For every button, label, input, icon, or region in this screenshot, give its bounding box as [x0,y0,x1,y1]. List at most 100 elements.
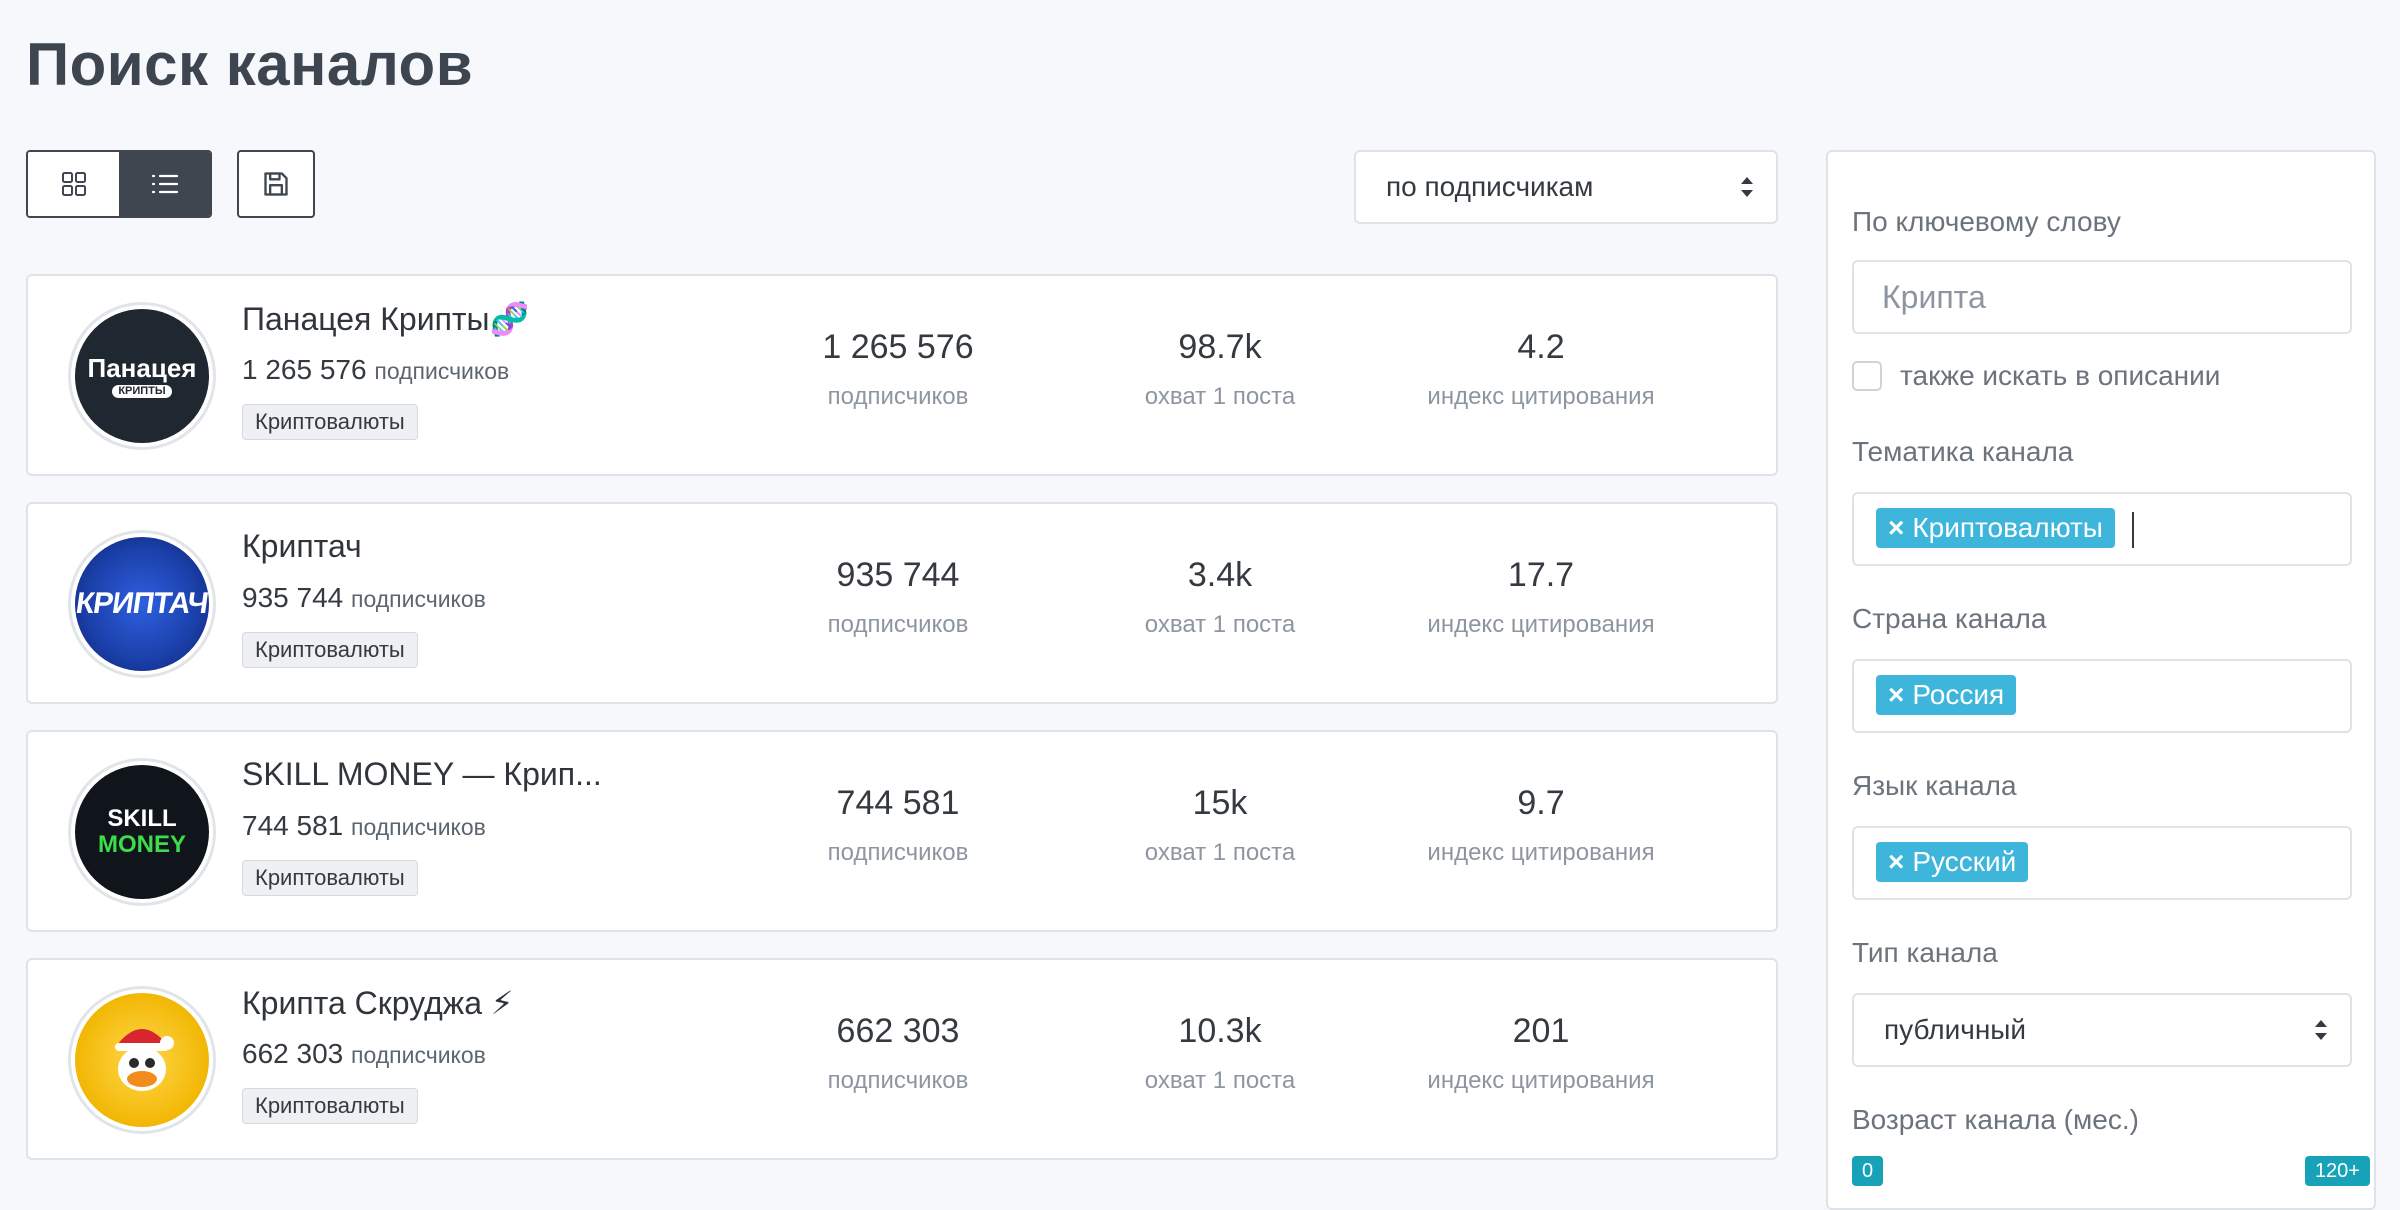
country-field[interactable]: × Россия [1852,659,2352,733]
channel-card[interactable]: SKILL MONEY SKILL MONEY — Крип... 744 58… [26,730,1778,932]
stat-label: индекс цитирования [1427,383,1655,410]
type-label: Тип канала [1852,937,1998,968]
save-search-button[interactable] [237,150,315,218]
stat-value: 3.4k [1187,556,1253,594]
avatar-logo-text: SKILL [107,805,177,832]
stat-value: 98.7k [1178,328,1262,366]
subscribers-unit: подписчиков [351,586,486,612]
keyword-input[interactable] [1854,262,2350,332]
stat-value: 15k [1192,784,1248,822]
stat-value: 662 303 [836,1012,960,1050]
grid-icon [61,172,86,196]
view-toggle [26,150,212,218]
stat-citation: 4.2 индекс цитирования [1391,328,1691,411]
avatar-disc: Панацея КРИПТЫ [75,309,209,443]
stat-value: 744 581 [836,784,960,822]
avatar-logo-text: Панацея [87,352,197,383]
channel-subscribers: 1 265 576 подписчиков [242,354,509,386]
channel-card[interactable]: КРИПТАЧ Криптач 935 744 подписчиков Крип… [26,502,1778,704]
stat-label: подписчиков [827,839,969,866]
type-select-value: публичный [1884,1014,2027,1045]
stat-value: 9.7 [1517,784,1565,822]
avatar-logo-text: КРИПТАЧ [74,587,211,620]
stat-citation: 201 индекс цитирования [1391,1012,1691,1095]
topic-tag-label: Криптовалюты [1912,512,2103,543]
category-badge[interactable]: Криптовалюты [242,632,418,668]
avatar-logo-subtext: КРИПТЫ [112,384,172,398]
stat-reach: 10.3k охват 1 поста [1070,1012,1370,1095]
subscribers-unit: подписчиков [351,814,486,840]
age-range-max-badge: 120+ [2304,1156,2370,1186]
stat-reach: 3.4k охват 1 поста [1070,556,1370,639]
channel-avatar: SKILL MONEY [68,758,216,906]
channel-avatar: Панацея КРИПТЫ [68,302,216,450]
save-icon [264,172,288,196]
avatar-disc [75,993,209,1127]
text-caret [2132,512,2134,548]
stat-label: подписчиков [827,383,969,410]
keyword-field [1852,260,2352,334]
stat-value: 1 265 576 [822,328,974,366]
stat-value: 935 744 [836,556,960,594]
stat-value: 201 [1512,1012,1570,1050]
stat-label: охват 1 поста [1144,839,1296,866]
language-field[interactable]: × Русский [1852,826,2352,900]
search-description-label[interactable]: также искать в описании [1900,360,2221,391]
channel-card[interactable]: Панацея КРИПТЫ Панацея Крипты🧬 1 265 576… [26,274,1778,476]
sort-arrows-icon [1741,177,1753,197]
stat-value: 10.3k [1178,1012,1262,1050]
subscribers-unit: подписчиков [374,358,510,384]
filter-panel: По ключевому слову также искать в описан… [1826,150,2376,1210]
category-badge[interactable]: Криптовалюты [242,404,418,440]
topic-label: Тематика канала [1852,436,2074,467]
stat-subscribers: 662 303 подписчиков [748,1012,1048,1095]
sort-select-value: по подписчикам [1386,171,1594,202]
list-view-button[interactable] [119,152,210,216]
stat-value: 17.7 [1507,556,1575,594]
stat-reach: 15k охват 1 поста [1070,784,1370,867]
remove-tag-icon[interactable]: × [1888,846,1905,877]
channel-avatar: КРИПТАЧ [68,530,216,678]
stat-subscribers: 744 581 подписчиков [748,784,1048,867]
country-tag: × Россия [1876,675,2017,715]
subscribers-count: 935 744 [242,582,344,613]
country-label: Страна канала [1852,603,2047,634]
sort-arrows-icon [2315,1020,2327,1040]
topic-field[interactable]: × Криптовалюты [1852,492,2352,566]
sort-select[interactable]: по подписчикам [1354,150,1778,224]
channel-avatar [68,986,216,1134]
stat-citation: 17.7 индекс цитирования [1391,556,1691,639]
avatar-logo-subtext: MONEY [97,831,186,858]
channel-name[interactable]: SKILL MONEY — Крип... [242,756,602,792]
channel-subscribers: 662 303 подписчиков [242,1038,486,1070]
stat-label: индекс цитирования [1427,611,1655,638]
remove-tag-icon[interactable]: × [1888,679,1905,710]
page-title: Поиск каналов [26,31,474,98]
type-select[interactable]: публичный [1852,993,2352,1067]
avatar-disc: SKILL MONEY [75,765,209,899]
stat-citation: 9.7 индекс цитирования [1391,784,1691,867]
language-label: Язык канала [1852,770,2017,801]
stat-reach: 98.7k охват 1 поста [1070,328,1370,411]
stat-subscribers: 935 744 подписчиков [748,556,1048,639]
category-badge[interactable]: Криптовалюты [242,860,418,896]
channel-name[interactable]: Панацея Крипты🧬 [242,301,530,337]
stat-label: подписчиков [827,1067,969,1094]
grid-view-button[interactable] [28,152,119,216]
avatar-disc: КРИПТАЧ [74,537,211,671]
subscribers-count: 662 303 [242,1038,344,1069]
remove-tag-icon[interactable]: × [1888,512,1905,543]
search-description-row: также искать в описании [1852,360,2220,392]
channel-name[interactable]: Криптач [242,528,362,564]
channel-card[interactable]: Крипта Скруджа ⚡ 662 303 подписчиков Кри… [26,958,1778,1160]
channel-subscribers: 744 581 подписчиков [242,810,486,842]
age-range-min-badge: 0 [1852,1156,1884,1186]
language-tag: × Русский [1876,842,2029,882]
search-description-checkbox[interactable] [1852,361,1882,391]
subscribers-unit: подписчиков [351,1042,486,1068]
channel-name[interactable]: Крипта Скруджа ⚡ [242,985,514,1021]
stat-label: охват 1 поста [1144,1067,1296,1094]
category-badge[interactable]: Криптовалюты [242,1088,418,1124]
stat-value: 4.2 [1517,328,1565,366]
language-tag-label: Русский [1912,846,2017,877]
